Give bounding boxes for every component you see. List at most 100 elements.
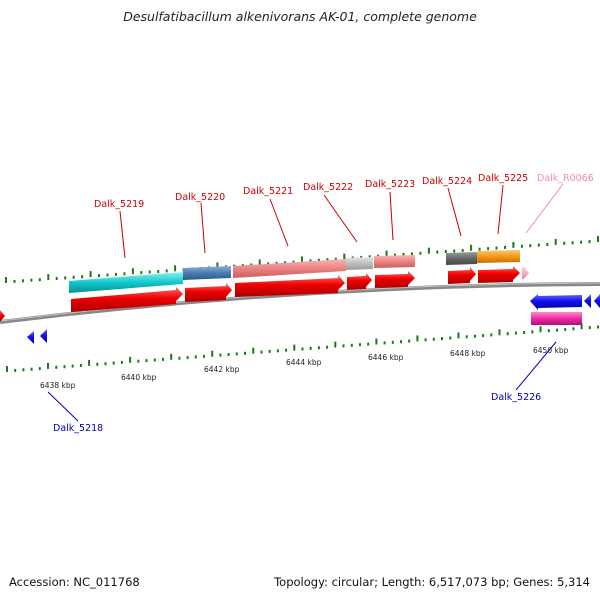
lower-major-tick [6, 366, 8, 372]
domain-bar-magenta[interactable] [531, 312, 582, 325]
lower-minor-tick [63, 365, 66, 369]
upper-minor-tick [410, 252, 413, 256]
gene-label-dalk-5226[interactable]: Dalk_5226 [491, 392, 541, 403]
lower-minor-tick [400, 340, 402, 344]
gene-arrow-dalk-5224[interactable] [448, 267, 476, 284]
lower-minor-tick [268, 349, 271, 353]
lower-major-tick [416, 335, 419, 342]
leader-line-dalk-5222 [323, 194, 358, 243]
lower-minor-tick [564, 327, 567, 331]
upper-minor-tick [106, 273, 109, 277]
domain-bar-salmon-2[interactable] [374, 255, 415, 268]
lower-minor-tick [104, 362, 107, 366]
lower-minor-tick [408, 339, 411, 343]
lower-minor-tick [227, 353, 230, 356]
lower-minor-tick [219, 353, 222, 357]
scale-label: 6442 kbp [204, 365, 240, 374]
gene-label-dalk-5225[interactable]: Dalk_5225 [478, 173, 528, 184]
gene-arrow-dalk-5222[interactable] [347, 273, 372, 290]
upper-minor-tick [334, 257, 337, 261]
upper-minor-tick [360, 255, 363, 259]
lower-minor-tick [162, 357, 164, 361]
gene-arrow-dalk-5219[interactable] [71, 287, 183, 312]
upper-major-tick [5, 277, 7, 283]
leader-line-dalk-r0066 [525, 183, 564, 234]
lower-minor-tick [391, 340, 394, 344]
lower-minor-tick [203, 354, 205, 358]
gene-label-dalk-5220[interactable]: Dalk_5220 [175, 192, 225, 203]
gene-arrow-dalk-5223[interactable] [375, 271, 415, 288]
upper-minor-tick [444, 250, 447, 253]
domain-bar-cyan[interactable] [69, 272, 183, 293]
gene-arrow-dalk-5226[interactable] [530, 294, 582, 310]
upper-minor-tick [148, 270, 151, 274]
upper-minor-tick [284, 261, 287, 265]
gene-label-dalk-5218[interactable]: Dalk_5218 [53, 423, 103, 434]
gene-label-dalk-5221[interactable]: Dalk_5221 [243, 186, 293, 197]
rna-arrow-dalk-r0066[interactable] [522, 267, 529, 279]
upper-major-tick [512, 241, 515, 248]
leader-line-dalk-5226 [515, 341, 557, 391]
gene-arrow-dalk-5220[interactable] [185, 283, 232, 302]
lower-minor-tick [55, 365, 58, 369]
lower-minor-tick [350, 343, 353, 347]
lower-minor-tick [597, 325, 599, 329]
domain-bar-dark-gray[interactable] [446, 252, 477, 265]
lower-minor-tick [572, 327, 575, 331]
gene-arrow-reverse-right-2[interactable] [594, 294, 600, 308]
lower-minor-tick [79, 364, 82, 367]
lower-major-tick [293, 344, 296, 351]
lower-major-tick [47, 362, 49, 369]
gene-label-dalk-r0066[interactable]: Dalk_R0066 [537, 173, 594, 184]
domain-bar-orange[interactable] [477, 250, 520, 263]
upper-major-tick [174, 265, 177, 272]
scale-labels: 6438 kbp 6440 kbp 6442 kbp 6444 kbp 6446 kbp… [40, 346, 569, 390]
lower-minor-tick [514, 331, 517, 335]
lower-minor-tick [260, 350, 263, 354]
lower-major-tick [539, 326, 542, 333]
domain-bar-gray[interactable] [346, 257, 373, 270]
upper-major-tick [343, 253, 346, 260]
gene-label-dalk-5224[interactable]: Dalk_5224 [422, 176, 472, 187]
scale-label: 6448 kbp [450, 349, 486, 358]
lower-minor-tick [359, 343, 361, 347]
domain-bar-salmon[interactable] [233, 259, 346, 278]
gene-arrow-partial-left[interactable] [0, 310, 5, 322]
lower-minor-tick [326, 345, 329, 349]
gene-arrow-reverse-right-1[interactable] [584, 294, 591, 308]
lower-minor-tick [588, 326, 591, 330]
lower-minor-tick [120, 360, 123, 364]
upper-minor-tick [563, 241, 566, 245]
lower-major-tick [129, 356, 132, 363]
lower-minor-tick [96, 362, 99, 366]
leader-line-dalk-5219 [119, 210, 126, 259]
leader-line-dalk-5218 [47, 391, 79, 422]
lower-minor-tick [137, 359, 140, 363]
upper-minor-tick [571, 241, 574, 245]
gene-arrow-dalk-5225[interactable] [478, 266, 520, 283]
upper-minor-tick [267, 262, 270, 266]
upper-minor-tick [529, 244, 532, 248]
lower-minor-tick [38, 367, 41, 371]
lower-minor-tick [482, 334, 485, 338]
upper-minor-tick [588, 240, 591, 244]
lower-minor-tick [490, 333, 493, 337]
gene-label-dalk-5222[interactable]: Dalk_5222 [303, 182, 353, 193]
reverse-gene-track [27, 294, 600, 344]
gene-arrow-dalk-5218[interactable] [27, 331, 34, 344]
upper-major-tick [385, 250, 388, 257]
gene-label-dalk-5223[interactable]: Dalk_5223 [365, 179, 415, 190]
domain-bar-steel-blue[interactable] [183, 266, 231, 280]
upper-major-tick [216, 262, 219, 269]
lower-major-tick [211, 350, 214, 357]
gene-arrow-reverse-small[interactable] [40, 329, 47, 343]
lower-minor-tick [556, 328, 558, 332]
upper-minor-tick [292, 260, 295, 264]
lower-minor-tick [276, 349, 279, 353]
gene-arrow-dalk-5221[interactable] [235, 275, 345, 297]
upper-minor-tick [326, 258, 329, 262]
gene-label-dalk-5219[interactable]: Dalk_5219 [94, 199, 144, 210]
lower-minor-tick [244, 351, 246, 355]
upper-major-tick [131, 268, 134, 275]
